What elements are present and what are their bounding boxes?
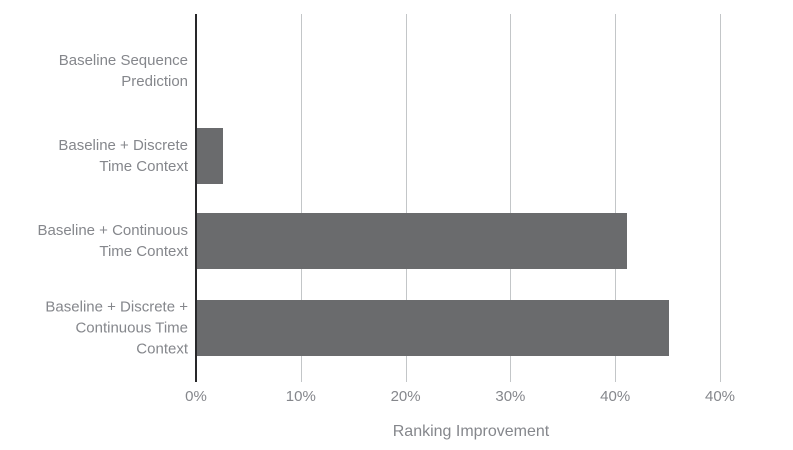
category-label-0: Baseline Sequence Prediction bbox=[58, 52, 188, 90]
bar-1 bbox=[197, 128, 224, 184]
category-label-3: Baseline + Discrete + Continuous Time Co… bbox=[45, 298, 188, 358]
gridline-30% bbox=[510, 14, 512, 382]
x-tick-label: 20% bbox=[390, 388, 421, 405]
x-tick-label: 30% bbox=[495, 388, 526, 405]
plot-area bbox=[195, 14, 776, 382]
y-axis-line bbox=[195, 14, 197, 382]
gridline-40% bbox=[720, 14, 721, 382]
x-tick-label: 10% bbox=[285, 388, 316, 405]
category-label-2: Baseline + Continuous Time Context bbox=[37, 222, 188, 260]
bar-3 bbox=[197, 300, 669, 356]
category-label-1: Baseline + Discrete Time Context bbox=[58, 137, 188, 175]
x-tick-label: 40% bbox=[600, 388, 631, 405]
x-tick-label: 40% bbox=[704, 388, 736, 405]
gridline-40% bbox=[615, 14, 617, 382]
bar-2 bbox=[197, 213, 627, 269]
gridline-10% bbox=[300, 14, 302, 382]
x-axis-title: Ranking Improvement bbox=[392, 423, 550, 440]
x-tick-label: 0% bbox=[185, 388, 207, 405]
gridline-20% bbox=[405, 14, 407, 382]
